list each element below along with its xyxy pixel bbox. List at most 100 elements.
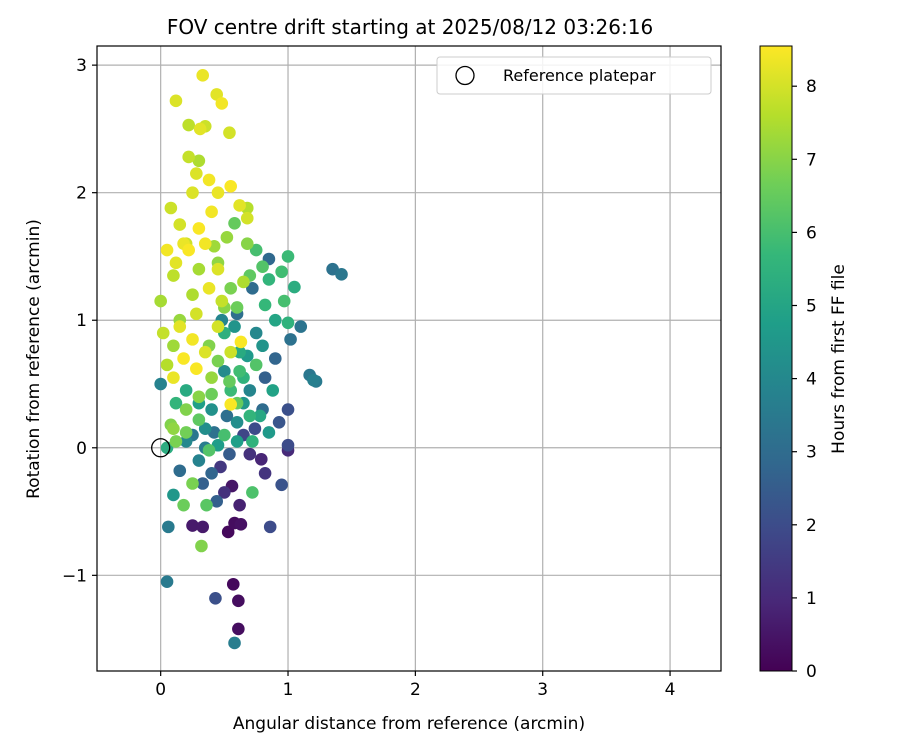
scatter-point	[160, 243, 174, 257]
scatter-point	[232, 594, 245, 608]
scatter-point	[173, 464, 187, 478]
y-tick-label: 3	[76, 56, 87, 76]
scatter-point	[258, 298, 272, 312]
scatter-point	[179, 403, 193, 416]
y-tick-label: 0	[76, 439, 87, 459]
scatter-point	[228, 636, 241, 650]
scatter-point	[196, 520, 209, 534]
scatter-point	[190, 307, 203, 321]
scatter-point	[169, 396, 183, 410]
scatter-point	[186, 186, 199, 199]
scatter-point	[335, 268, 348, 281]
scatter-point	[173, 218, 187, 231]
scatter-point	[275, 478, 288, 492]
scatter-point	[164, 201, 178, 215]
scatter-point	[167, 422, 180, 435]
scatter-point	[220, 409, 234, 423]
scatter-point	[177, 352, 190, 365]
scatter-point	[186, 288, 199, 302]
scatter-point	[249, 326, 263, 340]
scatter-point	[223, 375, 236, 388]
scatter-point	[307, 373, 320, 387]
colorbar-tick-label: 5	[806, 297, 817, 317]
scatter-point	[198, 422, 212, 435]
scatter-point	[167, 488, 180, 502]
y-tick-label: −1	[62, 566, 87, 586]
scatter-point	[177, 498, 190, 512]
colorbar-tick-label: 4	[806, 370, 817, 390]
scatter-point	[169, 256, 183, 270]
scatter-point	[220, 231, 234, 244]
scatter-point	[154, 294, 167, 308]
scatter-point	[195, 539, 208, 553]
scatter-point	[192, 454, 206, 467]
scatter-point	[223, 447, 236, 461]
x-tick-label: 2	[410, 680, 421, 700]
reference-point	[151, 438, 171, 458]
scatter-point	[256, 339, 269, 353]
scatter-point	[214, 460, 227, 474]
scatter-point	[202, 282, 216, 295]
scatter-point	[258, 466, 272, 480]
scatter-point	[243, 409, 257, 423]
scatter-point	[234, 518, 248, 531]
scatter-point	[156, 326, 170, 340]
x-tick-label: 1	[283, 680, 294, 700]
scatter-point	[281, 403, 295, 416]
scatter-point	[215, 97, 229, 110]
scatter-point	[263, 520, 277, 534]
colorbar-ticks: 0 1 2 3 4 5 6 7 8	[792, 77, 817, 682]
x-axis-ticks: 0 1 2 3 4	[155, 671, 675, 700]
scatter-point	[246, 282, 259, 295]
scatter-point	[190, 362, 203, 376]
scatter-point	[233, 498, 246, 512]
scatter-point	[173, 320, 187, 333]
scatter-point	[232, 622, 245, 636]
scatter-point	[256, 260, 269, 273]
scatter-point	[205, 387, 218, 401]
data-points	[154, 69, 348, 650]
scatter-point	[243, 447, 257, 461]
chart-title: FOV centre drift starting at 2025/08/12 …	[167, 15, 653, 39]
scatter-point	[262, 273, 276, 286]
x-tick-label: 3	[537, 680, 548, 700]
scatter-point	[230, 415, 244, 429]
scatter-point	[198, 345, 212, 359]
scatter-point	[160, 358, 174, 372]
scatter-point	[223, 126, 236, 140]
scatter-point	[218, 486, 231, 499]
scatter-point	[258, 371, 272, 384]
y-axis-label: Rotation from reference (arcmin)	[24, 219, 44, 499]
scatter-point	[182, 118, 195, 132]
legend: Reference platepar	[436, 56, 712, 95]
scatter-point	[234, 335, 248, 349]
scatter-point	[211, 186, 225, 199]
scatter-point	[179, 384, 193, 397]
colorbar-tick-label: 8	[806, 77, 817, 97]
plot-frame	[96, 45, 722, 672]
scatter-point	[202, 173, 216, 187]
colorbar-label: Hours from first FF file	[829, 264, 849, 454]
scatter-point	[167, 269, 180, 282]
scatter-point	[196, 477, 209, 490]
scatter-point	[272, 415, 286, 429]
scatter-point	[246, 486, 259, 499]
scatter-point	[246, 435, 259, 448]
scatter-point	[253, 409, 267, 423]
scatter-point	[233, 199, 246, 212]
scatter-point	[209, 591, 222, 605]
scatter-point	[211, 354, 225, 368]
scatter-point	[224, 398, 238, 411]
scatter-point	[240, 211, 254, 225]
scatter-point	[275, 265, 288, 279]
scatter-point	[186, 333, 199, 346]
scatter-point	[154, 377, 167, 391]
scatter-point	[160, 441, 174, 455]
scatter-point	[211, 320, 225, 333]
colorbar-tick-label: 1	[806, 589, 817, 609]
scatter-point	[228, 320, 241, 333]
colorbar: 0 1 2 3 4 5 6 7 8 Hours from first FF file	[759, 45, 849, 682]
scatter-point	[182, 243, 195, 257]
scatter-point	[284, 333, 297, 346]
scatter-point	[221, 525, 235, 539]
